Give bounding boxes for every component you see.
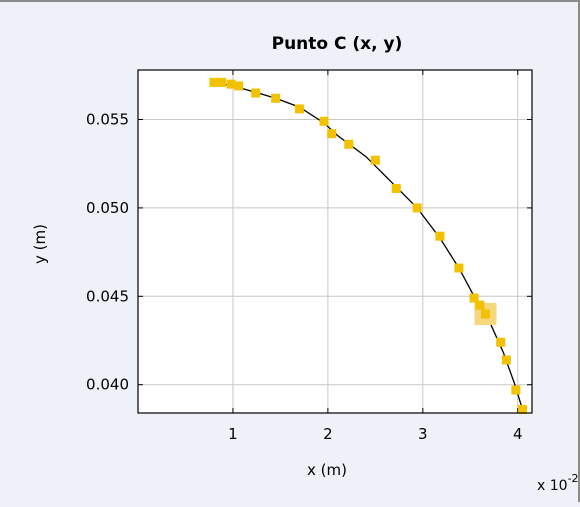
data-point: [294, 104, 304, 114]
x-tick-label: 1: [228, 425, 238, 443]
data-point: [475, 300, 485, 310]
y-tick-label: 0.055: [86, 111, 129, 129]
y-tick-label: 0.040: [86, 376, 129, 394]
data-point: [344, 139, 354, 149]
data-point: [319, 116, 329, 126]
y-axis-label: y (m): [31, 224, 49, 264]
grid: [138, 70, 532, 413]
data-point: [435, 231, 445, 241]
data-point: [511, 385, 521, 395]
data-point: [226, 79, 236, 89]
x-tick-label: 2: [323, 425, 333, 443]
data-point: [496, 337, 506, 347]
data-point: [469, 293, 479, 303]
data-point: [391, 183, 401, 193]
data-point: [327, 129, 337, 139]
x-tick-label: 4: [513, 425, 523, 443]
x-axis-label: x (m): [307, 461, 347, 479]
data-point: [234, 81, 244, 91]
window-border-right: [578, 0, 580, 502]
plot-border: [137, 69, 533, 414]
y-tick-label: 0.050: [86, 199, 129, 217]
data-point: [454, 263, 464, 273]
x-exponent-label: x 10-2: [537, 472, 579, 494]
data-point: [370, 155, 380, 165]
data-point: [209, 77, 219, 87]
data-point: [480, 309, 490, 319]
data-point: [518, 404, 528, 414]
plot-area: [138, 70, 532, 413]
data-point: [217, 77, 227, 87]
data-point: [501, 355, 511, 365]
x-exponent-base: x 10: [537, 478, 568, 494]
data-point: [412, 203, 422, 213]
window-border-top: [0, 0, 580, 2]
x-tick-label: 3: [418, 425, 428, 443]
data-point: [251, 88, 261, 98]
y-tick-label: 0.045: [86, 287, 129, 305]
ticks: 1 2 3 4 0.040 0.045 0.050 0.055: [86, 70, 532, 443]
markers: [209, 77, 528, 414]
chart-title: Punto C (x, y): [272, 34, 403, 54]
data-point: [271, 93, 281, 103]
x-exponent-power: -2: [568, 472, 579, 485]
